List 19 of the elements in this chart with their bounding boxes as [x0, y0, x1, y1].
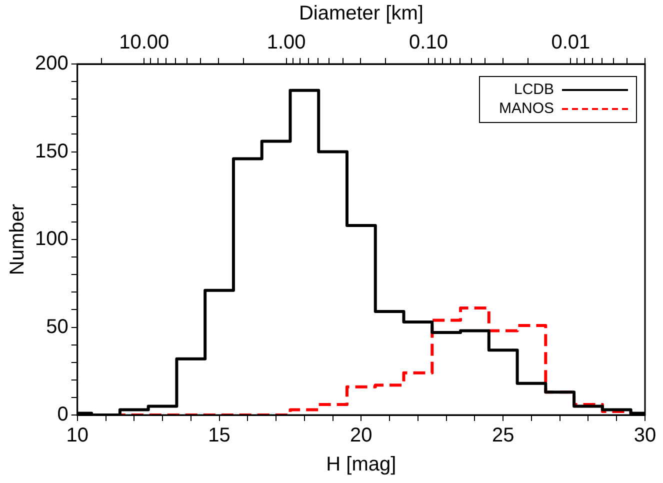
- x2-tick-label: 1.00: [266, 32, 306, 54]
- x-axis-title: H [mag]: [326, 454, 396, 476]
- x-tick-label: 20: [350, 424, 372, 447]
- y-axis-title: Number: [6, 204, 29, 276]
- y-tick-label: 50: [46, 316, 68, 338]
- legend-label: LCDB: [512, 80, 554, 99]
- x-tick-label: 25: [492, 424, 514, 447]
- x-tick-label: 15: [208, 424, 230, 447]
- y-tick-label: 150: [34, 140, 68, 162]
- x2-axis-title: Diameter [km]: [298, 2, 424, 25]
- x-tick-label: 30: [634, 424, 656, 447]
- y-tick-label: 200: [34, 52, 68, 75]
- x2-tick-label: 10.00: [119, 32, 170, 54]
- x2-tick-label: 0.01: [551, 32, 590, 54]
- x2-tick-label: 0.10: [409, 32, 448, 54]
- y-tick-label: 0: [57, 404, 68, 426]
- x-tick-label: 10: [66, 424, 88, 447]
- y-tick-label: 100: [34, 228, 68, 250]
- legend-label: MANOS: [498, 99, 554, 118]
